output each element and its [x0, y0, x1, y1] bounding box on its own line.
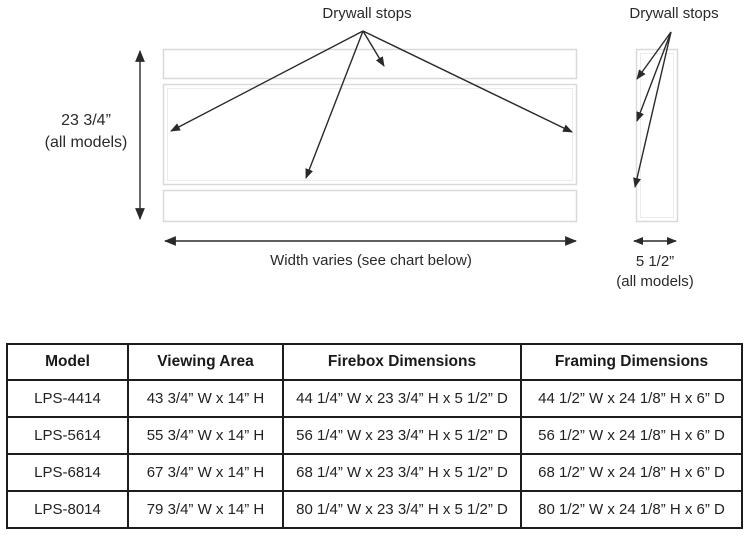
front-bottom-strip	[162, 189, 578, 223]
callout-arrow	[636, 31, 672, 122]
depth-dimension-label: 5 1/2” (all models)	[595, 252, 715, 293]
framing-dimensions-cell: 80 1/2” W x 24 1/8” H x 6” D	[520, 490, 743, 529]
callout-arrow	[362, 30, 385, 67]
height-dimension-value: 23 3/4”	[61, 112, 111, 129]
table-row: LPS-8014 79 3/4” W x 14” H 80 1/4” W x 2…	[6, 490, 743, 529]
firebox-dimensions-cell: 56 1/4” W x 23 3/4” H x 5 1/2” D	[282, 416, 522, 455]
viewing-area-cell: 43 3/4” W x 14” H	[127, 379, 284, 418]
model-cell: LPS-8014	[6, 490, 129, 529]
framing-dimensions-cell: 68 1/2” W x 24 1/8” H x 6” D	[520, 453, 743, 492]
table-row: LPS-5614 55 3/4” W x 14” H 56 1/4” W x 2…	[6, 416, 743, 455]
fireplace-dimension-diagram	[135, 30, 679, 246]
column-header-framing-dimensions: Framing Dimensions	[520, 343, 743, 381]
side-drywall-stops-label: Drywall stops	[629, 5, 719, 22]
callout-arrow	[636, 31, 672, 80]
depth-dimension-note: (all models)	[616, 273, 694, 291]
side-drywall-stop-arrows	[633, 31, 672, 188]
column-header-viewing-area: Viewing Area	[127, 343, 284, 381]
front-drywall-stop-arrows	[170, 30, 573, 179]
table-row: LPS-6814 67 3/4” W x 14” H 68 1/4” W x 2…	[6, 453, 743, 492]
model-cell: LPS-6814	[6, 453, 129, 492]
dimension-arrows	[135, 49, 677, 246]
framing-dimensions-cell: 44 1/2” W x 24 1/8” H x 6” D	[520, 379, 743, 418]
firebox-dimensions-cell: 80 1/4” W x 23 3/4” H x 5 1/2” D	[282, 490, 522, 529]
front-top-strip	[162, 48, 578, 80]
front-drywall-stops-label: Drywall stops	[322, 5, 412, 22]
callout-arrow	[170, 30, 364, 132]
viewing-area-cell: 55 3/4” W x 14” H	[127, 416, 284, 455]
model-dimensions-table: Model Viewing Area Firebox Dimensions Fr…	[6, 343, 743, 529]
callout-arrow	[305, 30, 364, 179]
side-profile-inner-line	[640, 53, 674, 218]
side-elevation-outline	[635, 48, 679, 223]
front-elevation-outline	[162, 48, 578, 223]
callout-arrow	[633, 31, 672, 188]
firebox-dimensions-cell: 44 1/4” W x 23 3/4” H x 5 1/2” D	[282, 379, 522, 418]
column-header-model: Model	[6, 343, 129, 381]
table-row: LPS-4414 43 3/4” W x 14” H 44 1/4” W x 2…	[6, 379, 743, 418]
model-cell: LPS-5614	[6, 416, 129, 455]
viewing-area-cell: 67 3/4” W x 14” H	[127, 453, 284, 492]
depth-dimension-value: 5 1/2”	[635, 253, 675, 270]
height-dimension-label: 23 3/4” (all models)	[30, 110, 142, 153]
height-dimension-note: (all models)	[44, 133, 128, 151]
front-firebox-opening-inner-line	[167, 88, 573, 181]
table-header-row: Model Viewing Area Firebox Dimensions Fr…	[6, 343, 743, 381]
width-dimension-label: Width varies (see chart below)	[270, 252, 472, 269]
firebox-dimensions-cell: 68 1/4” W x 23 3/4” H x 5 1/2” D	[282, 453, 522, 492]
model-cell: LPS-4414	[6, 379, 129, 418]
framing-dimensions-cell: 56 1/2” W x 24 1/8” H x 6” D	[520, 416, 743, 455]
column-header-firebox-dimensions: Firebox Dimensions	[282, 343, 522, 381]
viewing-area-cell: 79 3/4” W x 14” H	[127, 490, 284, 529]
callout-arrow	[362, 30, 573, 133]
